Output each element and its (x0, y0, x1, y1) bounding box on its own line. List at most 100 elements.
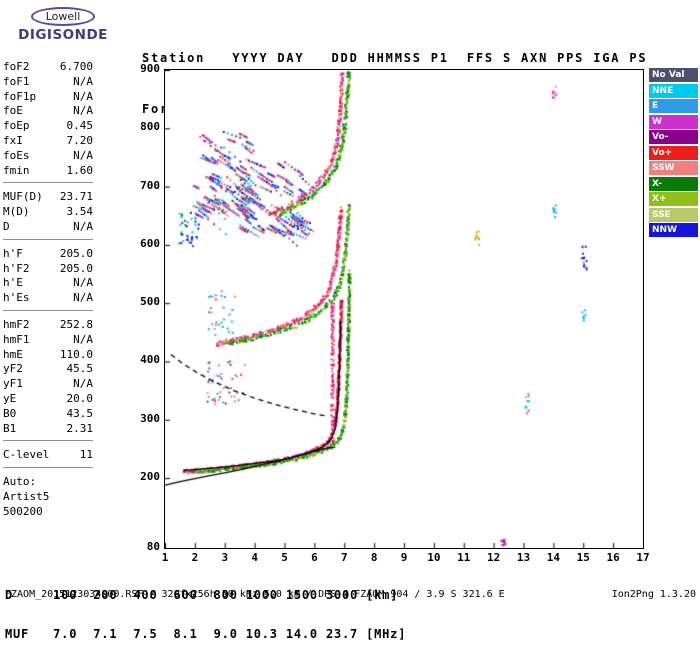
parameter-label: B0 (3, 406, 17, 420)
parameter-label: h'F2 (3, 261, 30, 275)
legend-item-e: E (649, 99, 698, 113)
x-tick-label: 6 (311, 551, 318, 564)
parameter-row: foEs N/A (3, 149, 93, 164)
direction-legend: No Val NNE E W Vo- Vo+ SSW X- X+ SSE NNW (649, 68, 698, 239)
parameter-label: Auto: (3, 475, 37, 489)
parameter-value: 1.60 (66, 163, 94, 177)
parameter-group: foF2 6.700 foF1 N/A foF1p N/A foE N/A foEp 0.45 fx… (3, 58, 94, 184)
parameter-value: 110.0 (59, 347, 93, 361)
y-tick-label: 900 (140, 62, 160, 75)
parameter-label: foEs (3, 148, 30, 162)
parameter-label: foF2 (3, 60, 30, 73)
parameter-value: 43.5 (66, 406, 94, 420)
y-tick-label: 800 (140, 120, 160, 134)
ionogram-plot (164, 69, 644, 549)
parameter-label: yE (3, 391, 17, 405)
x-tick-label: 13 (516, 551, 531, 564)
header-column-titles: Station YYYY DAY DDD HHMMSS P1 FFS S AXN… (142, 51, 648, 65)
parameter-row: h'F2 205.0 (3, 262, 93, 277)
parameter-value: 252.8 (59, 317, 93, 331)
muf-row: MUF 7.0 7.1 7.5 8.1 9.0 10.3 14.0 23.7 [… (5, 627, 407, 641)
parameter-value: 0.45 (66, 119, 94, 133)
parameter-label: hmF1 (3, 332, 30, 346)
ionogram-canvas (165, 70, 643, 548)
parameter-row: hmF2 252.8 (3, 318, 93, 333)
parameter-value: N/A (73, 219, 93, 233)
parameter-row: Auto: (3, 475, 93, 490)
y-tick-label: 200 (140, 470, 160, 484)
parameter-value: N/A (73, 148, 93, 162)
y-axis-labels: 900 800 700 600 500 400 300 200 80 (126, 0, 160, 600)
parameter-row: B0 43.5 (3, 407, 93, 422)
parameter-row: hmF1 N/A (3, 333, 93, 348)
parameter-label: h'Es (3, 291, 30, 305)
parameter-label: yF1 (3, 377, 23, 391)
parameter-row: foF1 N/A (3, 75, 93, 90)
lowell-oval-logo: Lowell (30, 7, 96, 26)
parameter-value: 45.5 (66, 362, 94, 376)
parameter-label: h'F (3, 246, 23, 260)
legend-item-vo+: Vo+ (649, 145, 698, 160)
parameter-value: 11 (79, 448, 93, 462)
parameter-label: M(D) (3, 205, 30, 219)
y-tick-label: 700 (140, 178, 160, 192)
x-tick-label: 14 (546, 551, 560, 564)
parameter-row: yF2 45.5 (3, 362, 93, 377)
parameter-label: 500200 (3, 504, 43, 518)
x-tick-label: 4 (251, 551, 258, 564)
parameter-row: foE N/A (3, 104, 93, 119)
y-tick-label: 80 (146, 540, 160, 553)
legend-item-nne: NNE (649, 83, 698, 98)
parameter-row: foF2 6.700 (3, 60, 93, 75)
parameter-row: yF1 N/A (3, 377, 93, 392)
x-tick-label: 12 (487, 551, 501, 564)
parameter-label: Artist5 (3, 489, 50, 503)
x-tick-label: 10 (427, 551, 441, 564)
x-tick-label: 2 (191, 551, 199, 564)
x-tick-label: 16 (606, 551, 620, 564)
parameter-row: MUF(D) 23.71 (3, 190, 93, 205)
x-tick-label: 8 (370, 551, 378, 564)
parameter-label: D (3, 219, 10, 233)
parameter-group: C-level 11 (3, 446, 93, 469)
legend-item-x-: X- (649, 176, 698, 191)
legend-item-vo-: Vo- (649, 130, 698, 144)
parameter-label: fmin (3, 163, 30, 177)
logo-lowell-text: Lowell (45, 10, 81, 23)
legend-item-noval: No Val (649, 68, 698, 82)
parameter-group: hmF2 252.8 hmF1 N/A hmE 110.0 yF2 45.5 yF1 N/A yE 2… (3, 316, 93, 442)
parameter-value: N/A (73, 377, 93, 391)
parameter-row: B1 2.31 (3, 422, 93, 437)
x-tick-label: 11 (457, 551, 471, 564)
parameter-row: fxI 7.20 (3, 134, 93, 149)
parameter-row: C-level 11 (3, 448, 93, 463)
status-program-version: Ion2Png 1.3.20 (611, 589, 696, 600)
x-tick-label: 1 (161, 551, 169, 564)
parameter-row: D N/A (3, 220, 93, 235)
x-tick-label: 9 (400, 551, 408, 564)
parameter-label: hmE (3, 347, 23, 361)
parameter-panel: foF2 6.700 foF1 N/A foF1p N/A foE N/A foEp 0.45 fx… (3, 58, 93, 529)
x-tick-label: 5 (281, 551, 288, 564)
parameter-row: h'Es N/A (3, 291, 93, 306)
parameter-row: foF1p N/A (3, 90, 93, 105)
parameter-value: N/A (73, 332, 93, 346)
parameter-value: 205.0 (59, 261, 93, 275)
parameter-label: hmF2 (3, 317, 30, 331)
parameter-row: fmin 1.60 (3, 164, 93, 179)
x-tick-label: 17 (636, 551, 650, 564)
x-tick-label: 7 (340, 551, 348, 564)
parameter-value: 2.31 (66, 421, 94, 435)
parameter-row: Artist5 (3, 490, 93, 505)
parameter-label: yF2 (3, 362, 23, 376)
parameter-group: h'F 205.0 h'F2 205.0 h'E N/A h'Es N/A (3, 245, 93, 311)
x-axis-labels: 1 2 3 4 5 6 7 8 9 10 11 12 13 14 15 16 17 (0, 551, 700, 565)
logo-digisonde-text: DIGISONDE (18, 27, 108, 43)
status-file-info: FZAOM_2015123034000.RSF / 320fx256h 50 k… (5, 589, 505, 600)
parameter-label: B1 (3, 421, 17, 435)
parameter-label: foE (3, 104, 23, 118)
parameter-row: h'E N/A (3, 276, 93, 291)
x-tick-label: 15 (576, 551, 590, 564)
parameter-row: h'F 205.0 (3, 247, 93, 262)
parameter-group: Auto: Artist5 500200 (3, 473, 93, 523)
